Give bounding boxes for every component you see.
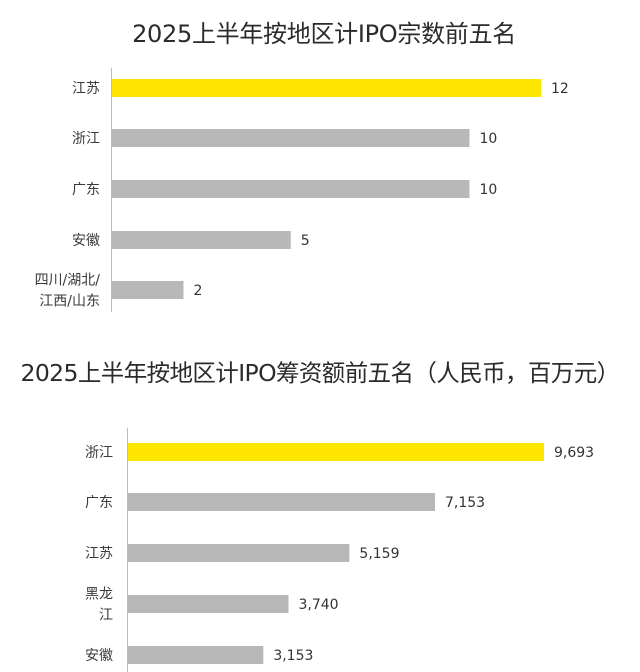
- chart-1-category-label-1: 浙江: [72, 131, 100, 147]
- chart-1-value-label-4: 2: [194, 283, 203, 299]
- chart-2-category-label-4: 安徽: [85, 648, 113, 664]
- chart-2-bar-3: [128, 595, 289, 613]
- chart-1-value-label-0: 12: [551, 81, 569, 97]
- chart-2-bar-1: [128, 493, 435, 511]
- chart-2-value-label-1: 7,153: [445, 495, 485, 511]
- chart-2-category-label-3-line-0: 黑龙: [85, 587, 113, 603]
- chart-1-value-label-1: 10: [480, 131, 498, 147]
- chart-2-category-label-0: 浙江: [85, 445, 113, 461]
- chart-1-bar-0: [112, 79, 541, 97]
- chart-1-category-label-2: 广东: [72, 182, 100, 198]
- chart-2-value-label-0: 9,693: [554, 445, 594, 461]
- chart-1-bar-1: [112, 129, 470, 147]
- chart-1-title: 2025上半年按地区计IPO宗数前五名: [132, 20, 516, 48]
- chart-1-category-label-4-line-1: 江西/山东: [39, 294, 100, 310]
- chart-2-value-label-3: 3,740: [299, 597, 339, 613]
- chart-2-bar-4: [128, 646, 264, 664]
- chart-1-bar-2: [112, 180, 470, 198]
- chart-1-category-label-4-line-0: 四川/湖北/: [35, 273, 101, 289]
- chart-1-bar-4: [112, 281, 184, 299]
- chart-1-value-label-2: 10: [480, 182, 498, 198]
- chart-2-category-label-2: 江苏: [85, 546, 113, 562]
- chart-2-value-label-2: 5,159: [359, 546, 399, 562]
- chart-1-value-label-3: 5: [301, 233, 310, 249]
- chart-2-value-label-4: 3,153: [273, 648, 313, 664]
- chart-2-category-label-1: 广东: [85, 495, 113, 511]
- chart-2-bar-0: [128, 443, 544, 461]
- chart-1-bar-3: [112, 231, 291, 249]
- chart-2-bar-2: [128, 544, 350, 562]
- chart-1-category-label-0: 江苏: [72, 81, 100, 97]
- chart-2-category-label-3-line-1: 江: [99, 608, 113, 624]
- chart-2-title: 2025上半年按地区计IPO筹资额前五名（人民币，百万元）: [20, 359, 620, 387]
- chart-1-category-label-3: 安徽: [72, 233, 100, 249]
